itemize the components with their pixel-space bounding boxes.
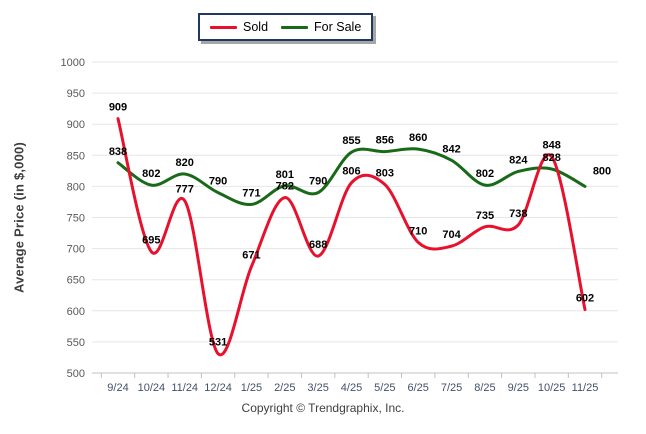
legend-label: For Sale — [314, 20, 362, 34]
x-tick-label: 10/24 — [138, 382, 166, 394]
y-tick-label: 650 — [67, 275, 85, 287]
y-tick-label: 600 — [67, 306, 85, 318]
data-label: 602 — [576, 293, 594, 305]
x-tick-label: 3/25 — [307, 382, 328, 394]
x-tick-label: 7/25 — [441, 382, 462, 394]
y-tick-label: 850 — [67, 150, 85, 162]
legend-line-swatch — [210, 25, 237, 29]
y-tick-label: 700 — [67, 244, 85, 256]
data-label: 838 — [109, 146, 127, 158]
for-sale-line — [116, 147, 587, 206]
legend-item-for-sale: For Sale — [281, 20, 361, 34]
data-label: 848 — [542, 140, 560, 152]
data-label: 671 — [242, 250, 260, 262]
y-tick-label: 800 — [67, 181, 85, 193]
data-label: 735 — [476, 210, 494, 222]
data-label: 771 — [242, 187, 260, 199]
legend-line-swatch — [281, 25, 309, 29]
data-label: 688 — [309, 239, 327, 251]
data-label: 800 — [593, 165, 611, 177]
data-label: 828 — [542, 152, 560, 164]
data-label: 856 — [376, 135, 394, 147]
y-tick-label: 1000 — [61, 57, 85, 69]
data-label: 842 — [442, 143, 460, 155]
data-label: 802 — [142, 168, 160, 180]
data-label: 777 — [176, 184, 194, 196]
data-label: 782 — [276, 181, 294, 193]
y-tick-label: 750 — [67, 213, 85, 225]
data-label: 803 — [376, 168, 394, 180]
data-label: 860 — [409, 132, 427, 144]
data-label: 802 — [476, 168, 494, 180]
y-tick-label: 900 — [67, 119, 85, 131]
x-tick-label: 10/25 — [538, 382, 566, 394]
data-label: 695 — [142, 235, 160, 247]
data-label: 710 — [409, 225, 427, 237]
x-tick-label: 4/25 — [341, 382, 362, 394]
y-tick-label: 950 — [67, 88, 85, 100]
data-label: 806 — [342, 166, 360, 178]
data-label: 738 — [509, 208, 527, 220]
data-label: 909 — [109, 102, 127, 114]
y-tick-label: 500 — [67, 368, 85, 380]
legend-label: Sold — [243, 20, 269, 34]
data-label: 531 — [209, 337, 227, 349]
y-tick-label: 550 — [67, 337, 85, 349]
x-tick-label: 12/24 — [204, 382, 232, 394]
chart-legend: Sold For Sale — [198, 13, 374, 41]
x-tick-label: 2/25 — [274, 382, 295, 394]
data-label: 855 — [342, 135, 360, 147]
sold-line — [116, 117, 587, 357]
x-tick-label: 1/25 — [241, 382, 262, 394]
data-label: 820 — [176, 157, 194, 169]
data-label: 801 — [276, 169, 294, 181]
x-tick-label: 11/24 — [171, 382, 198, 394]
data-label: 824 — [509, 154, 528, 166]
x-tick-label: 9/24 — [107, 382, 128, 394]
x-tick-label: 5/25 — [374, 382, 395, 394]
copyright-text: Copyright © Trendgraphix, Inc. — [241, 401, 405, 415]
legend-item-sold: Sold — [210, 20, 268, 34]
data-label: 790 — [309, 176, 327, 188]
x-tick-label: 9/25 — [508, 382, 529, 394]
data-label: 790 — [209, 176, 227, 188]
data-label: 704 — [442, 229, 461, 241]
x-tick-label: 11/25 — [572, 382, 599, 394]
x-tick-label: 8/25 — [474, 382, 495, 394]
x-tick-label: 6/25 — [408, 382, 429, 394]
